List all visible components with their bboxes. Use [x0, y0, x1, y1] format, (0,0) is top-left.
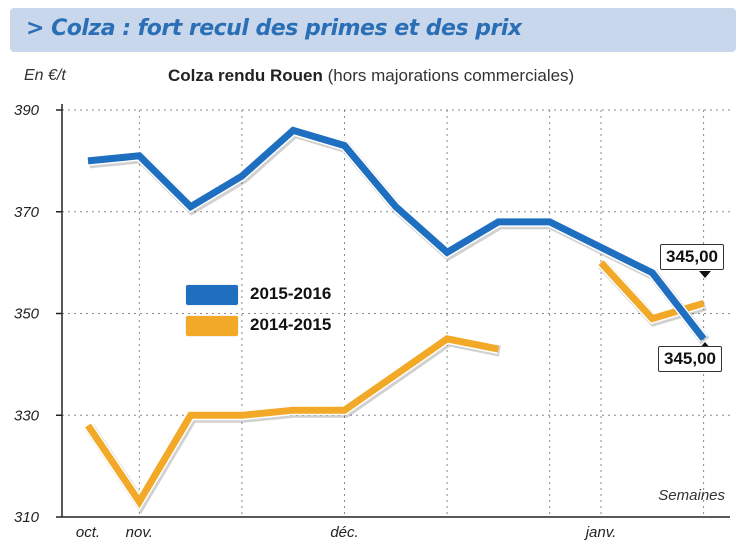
callout-pointer-top [699, 271, 711, 278]
x-axis-label: Semaines [658, 487, 725, 504]
title-bar: > Colza : fort recul des primes et des p… [10, 8, 736, 52]
y-tick-label: 370 [14, 204, 40, 221]
y-tick-label: 330 [14, 407, 40, 424]
x-tick-label: nov. [126, 524, 153, 541]
chart-title: Colza rendu Rouen (hors majorations comm… [168, 66, 574, 86]
legend-label-2015-2016: 2015-2016 [250, 284, 332, 303]
x-tick-label: oct. [76, 524, 100, 541]
figure-title: > Colza : fort recul des primes et des p… [26, 16, 522, 41]
callout-2015-2016: 345,00 [658, 346, 722, 372]
callout-2014-2015: 345,00 [660, 244, 724, 270]
legend-label-2014-2015: 2014-2015 [250, 315, 332, 334]
x-tick-label: déc. [330, 524, 358, 541]
y-tick-label: 390 [14, 102, 40, 119]
chart-title-sub: (hors majorations commerciales) [327, 66, 575, 85]
legend-swatch-2014-2015 [186, 316, 238, 336]
unit-label: En €/t [24, 67, 66, 84]
chart-title-main: Colza rendu Rouen [168, 66, 323, 85]
y-tick-label: 310 [14, 509, 40, 526]
y-tick-label: 350 [14, 306, 40, 323]
x-tick-label: janv. [584, 524, 617, 541]
legend-swatch-2015-2016 [186, 285, 238, 305]
